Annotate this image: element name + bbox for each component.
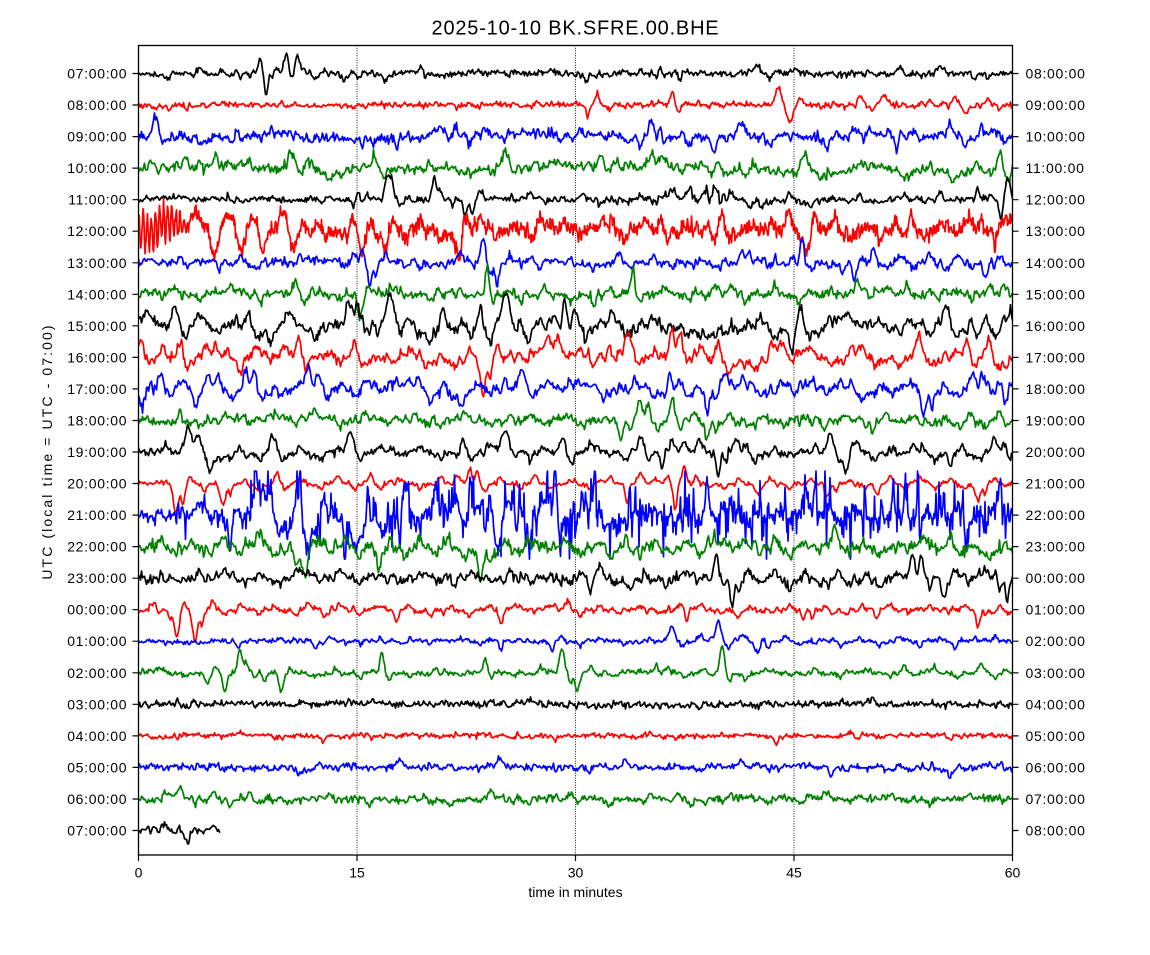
svg-text:11:00:00: 11:00:00 — [68, 192, 127, 208]
svg-text:09:00:00: 09:00:00 — [67, 129, 127, 145]
svg-text:01:00:00: 01:00:00 — [1026, 602, 1086, 618]
svg-text:02:00:00: 02:00:00 — [67, 665, 127, 681]
svg-text:07:00:00: 07:00:00 — [67, 66, 127, 82]
svg-text:16:00:00: 16:00:00 — [1026, 318, 1086, 334]
svg-text:time in minutes: time in minutes — [528, 884, 622, 900]
svg-text:08:00:00: 08:00:00 — [1026, 823, 1086, 839]
svg-text:06:00:00: 06:00:00 — [67, 791, 127, 807]
svg-text:23:00:00: 23:00:00 — [1026, 539, 1086, 555]
svg-text:21:00:00: 21:00:00 — [67, 507, 127, 523]
svg-text:30: 30 — [568, 865, 584, 881]
svg-text:01:00:00: 01:00:00 — [67, 633, 127, 649]
svg-text:18:00:00: 18:00:00 — [67, 413, 127, 429]
svg-text:05:00:00: 05:00:00 — [67, 759, 127, 775]
svg-text:12:00:00: 12:00:00 — [1026, 192, 1086, 208]
svg-text:20:00:00: 20:00:00 — [1026, 444, 1086, 460]
svg-text:05:00:00: 05:00:00 — [1026, 728, 1086, 744]
svg-text:10:00:00: 10:00:00 — [67, 160, 127, 176]
svg-text:13:00:00: 13:00:00 — [1026, 223, 1086, 239]
svg-text:13:00:00: 13:00:00 — [67, 255, 127, 271]
svg-text:07:00:00: 07:00:00 — [1026, 791, 1086, 807]
svg-text:17:00:00: 17:00:00 — [67, 381, 127, 397]
svg-text:08:00:00: 08:00:00 — [1026, 66, 1086, 82]
svg-text:45: 45 — [786, 865, 802, 881]
svg-text:14:00:00: 14:00:00 — [1026, 255, 1086, 271]
svg-text:02:00:00: 02:00:00 — [1026, 633, 1086, 649]
svg-text:00:00:00: 00:00:00 — [1026, 570, 1086, 586]
svg-text:10:00:00: 10:00:00 — [1026, 129, 1086, 145]
svg-text:18:00:00: 18:00:00 — [1026, 381, 1086, 397]
svg-text:16:00:00: 16:00:00 — [67, 349, 127, 365]
svg-text:UTC (local time = UTC - 07:00): UTC (local time = UTC - 07:00) — [39, 323, 55, 579]
svg-text:21:00:00: 21:00:00 — [1026, 476, 1086, 492]
svg-text:19:00:00: 19:00:00 — [67, 444, 127, 460]
svg-text:14:00:00: 14:00:00 — [67, 286, 127, 302]
svg-text:15: 15 — [349, 865, 365, 881]
svg-text:60: 60 — [1005, 865, 1021, 881]
svg-text:22:00:00: 22:00:00 — [67, 539, 127, 555]
svg-text:23:00:00: 23:00:00 — [67, 570, 127, 586]
svg-text:22:00:00: 22:00:00 — [1026, 507, 1086, 523]
svg-text:17:00:00: 17:00:00 — [1026, 349, 1086, 365]
svg-text:15:00:00: 15:00:00 — [1026, 286, 1086, 302]
svg-text:12:00:00: 12:00:00 — [67, 223, 127, 239]
svg-text:20:00:00: 20:00:00 — [67, 476, 127, 492]
svg-text:2025-10-10 BK.SFRE.00.BHE: 2025-10-10 BK.SFRE.00.BHE — [432, 18, 720, 40]
svg-text:15:00:00: 15:00:00 — [67, 318, 127, 334]
svg-text:03:00:00: 03:00:00 — [67, 696, 127, 712]
svg-text:06:00:00: 06:00:00 — [1026, 759, 1086, 775]
svg-text:08:00:00: 08:00:00 — [67, 97, 127, 113]
svg-text:03:00:00: 03:00:00 — [1026, 665, 1086, 681]
svg-text:00:00:00: 00:00:00 — [67, 602, 127, 618]
svg-text:07:00:00: 07:00:00 — [67, 823, 127, 839]
svg-text:09:00:00: 09:00:00 — [1026, 97, 1086, 113]
svg-text:11:00:00: 11:00:00 — [1026, 160, 1085, 176]
svg-text:04:00:00: 04:00:00 — [1026, 696, 1086, 712]
svg-text:19:00:00: 19:00:00 — [1026, 413, 1086, 429]
svg-text:04:00:00: 04:00:00 — [67, 728, 127, 744]
svg-text:0: 0 — [135, 865, 143, 881]
